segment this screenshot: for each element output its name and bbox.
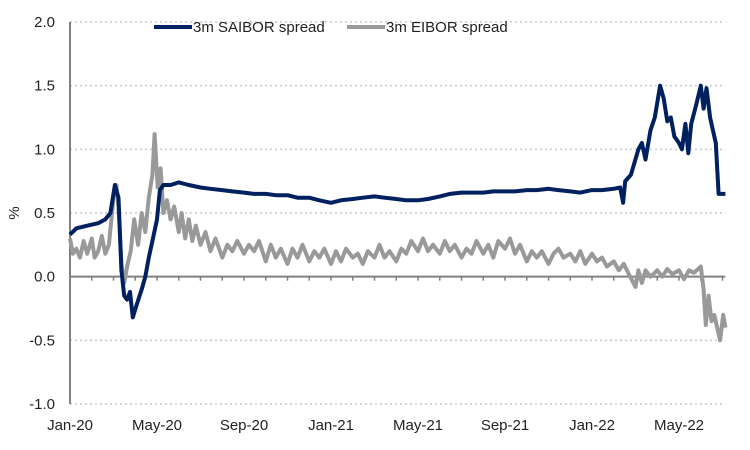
legend-label-eibor: 3m EIBOR spread: [386, 19, 508, 36]
y-tick-label: -1.0: [29, 396, 55, 413]
series-lines: [68, 83, 728, 343]
y-tick-label: 1.5: [34, 78, 55, 95]
y-tick-label: 1.0: [34, 141, 55, 158]
x-tick-label: May-22: [654, 417, 704, 434]
x-tick-label: Sep-20: [220, 417, 268, 434]
y-tick-label: 0.5: [34, 205, 55, 222]
gridlines: [70, 21, 726, 405]
x-tick-label: May-21: [393, 417, 443, 434]
y-tick-label: 2.0: [34, 14, 55, 31]
y-tick-label: 0.0: [34, 269, 55, 286]
x-tick-label: Jan-21: [308, 417, 354, 434]
x-axis-ticks: Jan-20 May-20 Sep-20 Jan-21 May-21 Sep-21 Jan-…: [47, 417, 704, 434]
y-axis-ticks: 2.0 1.5 1.0 0.5 0.0 -0.5 -1.0: [29, 14, 55, 413]
x-tick-label: May-20: [132, 417, 182, 434]
legend: 3m SAIBOR spread 3m EIBOR spread: [154, 19, 508, 36]
y-axis-label: %: [6, 206, 23, 219]
y-tick-label: -0.5: [29, 332, 55, 349]
series-line-saibor: [68, 83, 726, 320]
legend-label-saibor: 3m SAIBOR spread: [193, 19, 325, 36]
series-line-eibor: [68, 132, 728, 343]
x-tick-label: Jan-22: [569, 417, 615, 434]
x-tick-label: Jan-20: [47, 417, 93, 434]
x-tick-label: Sep-21: [481, 417, 529, 434]
